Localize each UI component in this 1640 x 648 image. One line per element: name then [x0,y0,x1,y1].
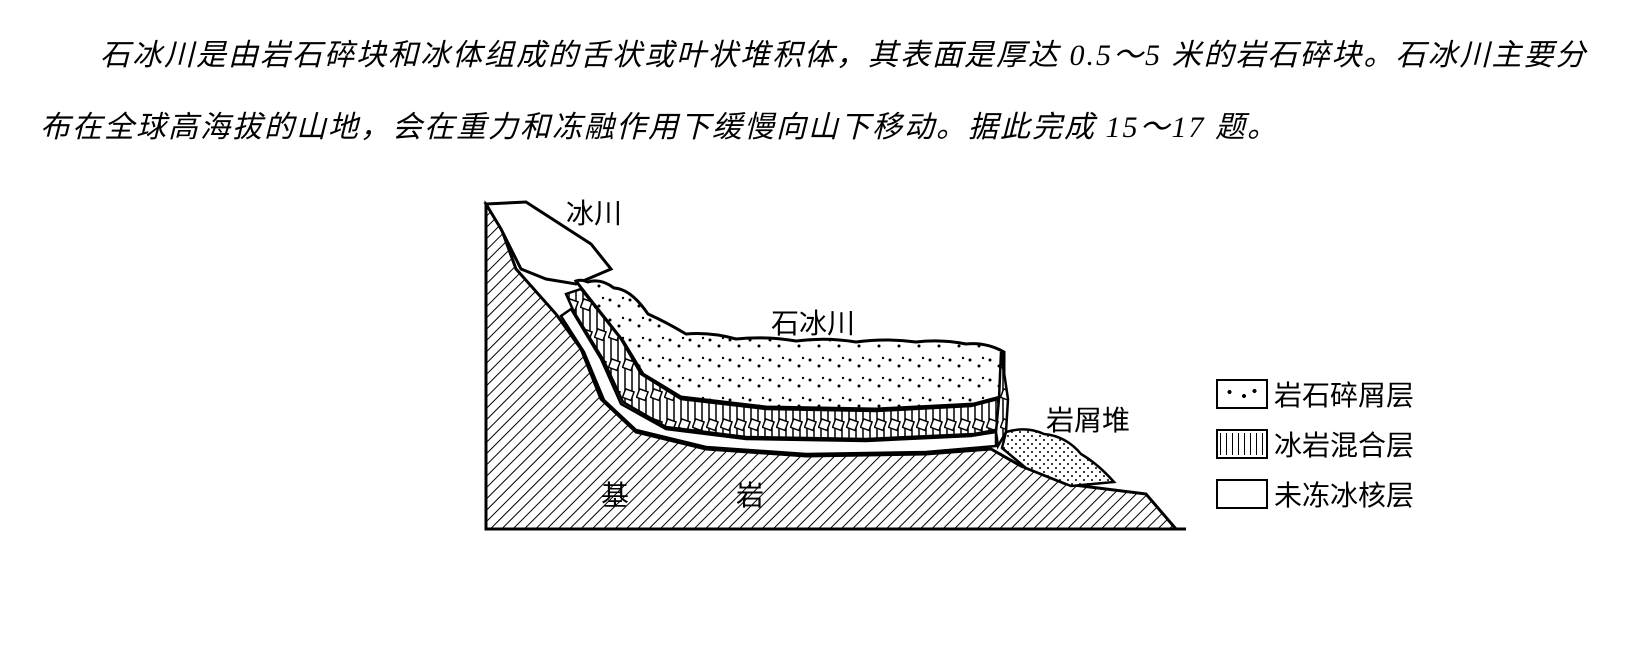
legend-item-frozen: 未冻冰核层 [1216,474,1414,514]
diagram-container: 冰川 石冰川 基 岩 岩屑堆 岩石碎屑层 冰岩混合层 未冻冰核层 [40,174,1600,554]
diagram-legend: 岩石碎屑层 冰岩混合层 未冻冰核层 [1216,214,1414,514]
legend-label-mixed: 冰岩混合层 [1274,424,1414,464]
diagram-svg [426,174,1186,554]
legend-label-debris: 岩石碎屑层 [1274,374,1414,414]
legend-label-frozen: 未冻冰核层 [1274,474,1414,514]
legend-swatch-frozen [1216,479,1268,509]
label-glacier: 冰川 [566,192,622,232]
label-bedrock-left: 基 [601,474,629,514]
legend-item-debris: 岩石碎屑层 [1216,374,1414,414]
question-passage: 石冰川是由岩石碎块和冰体组成的舌状或叶状堆积体，其表面是厚达 0.5～5 米的岩… [40,20,1600,164]
label-debris-pile: 岩屑堆 [1046,399,1130,439]
legend-swatch-mixed [1216,429,1268,459]
label-bedrock-right: 岩 [736,474,764,514]
legend-swatch-debris [1216,379,1268,409]
legend-item-mixed: 冰岩混合层 [1216,424,1414,464]
rock-glacier-diagram: 冰川 石冰川 基 岩 岩屑堆 [426,174,1186,554]
label-rock-glacier: 石冰川 [771,302,855,342]
